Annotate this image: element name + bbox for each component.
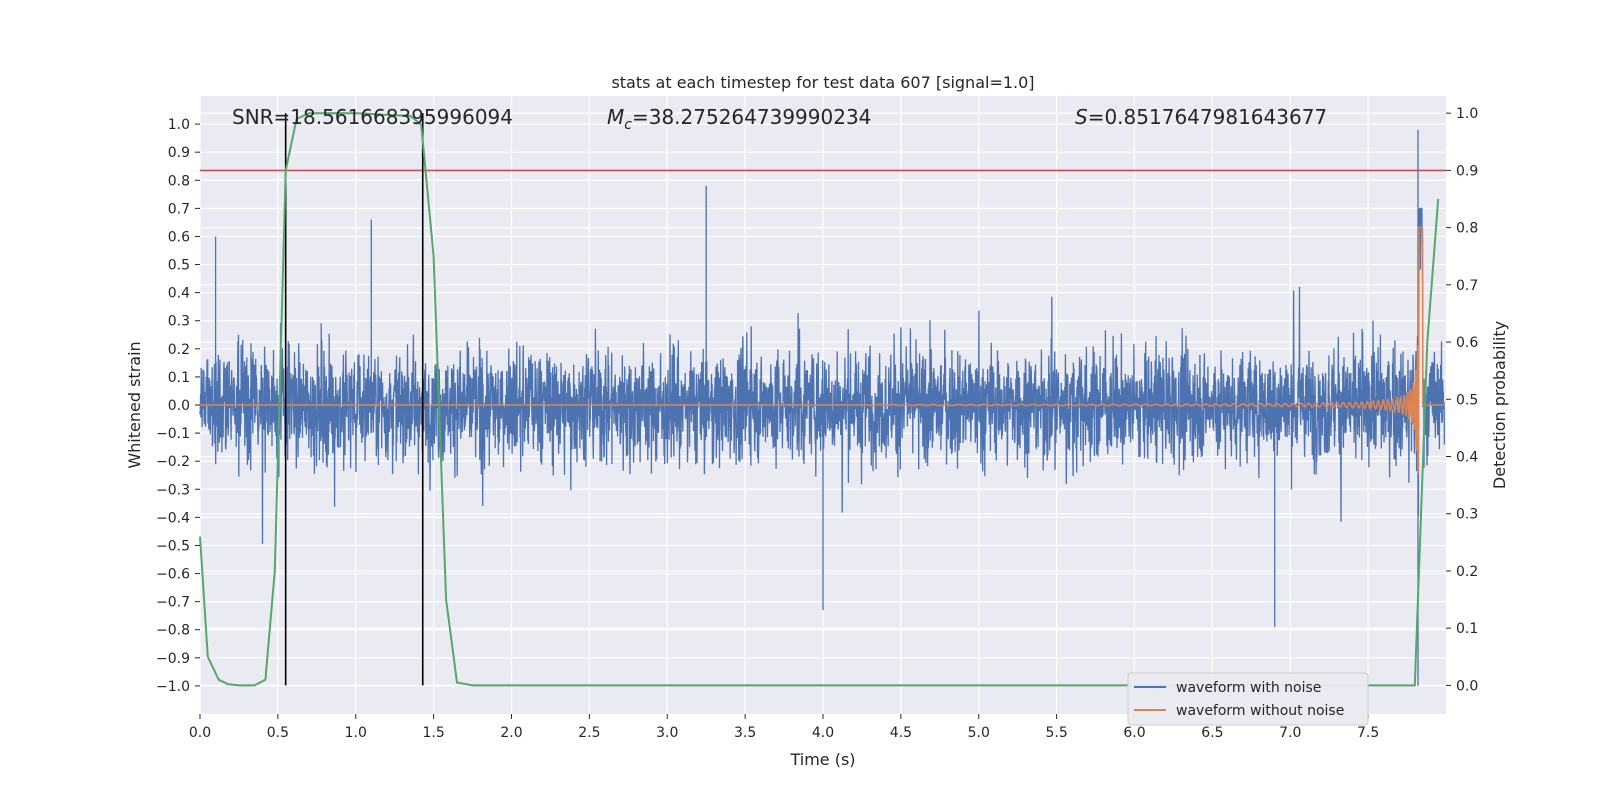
x-tick-label: 5.5	[1045, 725, 1067, 741]
series-waveform-with-noise	[199, 129, 1446, 686]
x-axis-ticks: 0.0 0.5 1.0 1.5 2.0 2.5 3.0 3.5 4.0 4.5 5.0 5.5 6.0 6…	[189, 714, 1379, 741]
x-tick-label: 4.5	[890, 725, 912, 741]
y-left-tick-label: 0.9	[168, 145, 190, 161]
y-right-tick-label: 0.9	[1456, 163, 1478, 179]
series-waveform-without-noise	[200, 226, 1445, 474]
x-tick-label: 2.5	[578, 725, 600, 741]
probability-path	[199, 112, 1440, 687]
y-right-tick-label: 0.5	[1456, 392, 1478, 408]
y-left-tick-label: 0.2	[168, 342, 190, 358]
y-left-tick-label: 1.0	[168, 117, 190, 133]
series-detection-probability	[199, 112, 1440, 687]
legend-label-clean: waveform without noise	[1176, 703, 1344, 719]
y-left-tick-label: −0.8	[156, 623, 190, 639]
clean-waveform-path	[200, 226, 1445, 474]
x-tick-label: 1.5	[422, 725, 444, 741]
y-left-tick-label: 0.0	[168, 398, 190, 414]
x-tick-label: 5.0	[968, 725, 990, 741]
y-left-tick-label: −0.4	[156, 510, 190, 526]
y-left-tick-label: −0.2	[156, 454, 190, 470]
y-left-tick-label: −0.7	[156, 595, 190, 611]
x-tick-label: 6.0	[1123, 725, 1145, 741]
x-tick-label: 3.0	[656, 725, 678, 741]
y-left-tick-label: 0.3	[168, 314, 190, 330]
x-tick-label: 3.5	[734, 725, 756, 741]
y-left-axis-ticks: 1.0 0.9 0.8 0.7 0.6 0.5 0.4 0.3 0.2 0.1 0.0 −0.1 −0.…	[156, 117, 200, 695]
x-tick-label: 1.0	[345, 725, 367, 741]
y-right-axis-label: Detection probability	[1490, 321, 1509, 489]
y-left-tick-label: 0.7	[168, 201, 190, 217]
y-left-tick-label: −0.1	[156, 426, 190, 442]
y-left-tick-label: 0.6	[168, 229, 190, 245]
y-right-tick-label: 0.7	[1456, 278, 1478, 294]
y-left-tick-label: 0.5	[168, 258, 190, 274]
x-axis-label: Time (s)	[789, 750, 855, 769]
x-tick-label: 0.5	[267, 725, 289, 741]
y-left-tick-label: −0.3	[156, 482, 190, 498]
chart-title: stats at each timestep for test data 607…	[611, 73, 1034, 92]
vertical-markers	[284, 113, 424, 686]
y-left-tick-label: −0.5	[156, 538, 190, 554]
y-left-axis-label: Whitened strain	[125, 341, 144, 468]
y-right-tick-label: 1.0	[1456, 106, 1478, 122]
x-tick-label: 7.5	[1357, 725, 1379, 741]
y-right-tick-label: 0.2	[1456, 564, 1478, 580]
x-tick-label: 4.0	[812, 725, 834, 741]
noise-waveform-path	[199, 129, 1446, 686]
y-right-tick-label: 0.3	[1456, 507, 1478, 523]
y-left-tick-label: −0.9	[156, 651, 190, 667]
x-tick-label: 7.0	[1279, 725, 1301, 741]
y-right-tick-label: 0.4	[1456, 450, 1478, 466]
x-tick-label: 0.0	[189, 725, 211, 741]
annotation-mc: Mc=38.275264739990234	[607, 105, 871, 133]
x-tick-label: 2.0	[500, 725, 522, 741]
legend-label-noise: waveform with noise	[1176, 680, 1321, 696]
y-right-tick-label: 0.8	[1456, 221, 1478, 237]
y-left-tick-label: 0.8	[168, 173, 190, 189]
x-tick-label: 6.5	[1201, 725, 1223, 741]
y-right-tick-label: 0.6	[1456, 335, 1478, 351]
legend: waveform with noise waveform without noi…	[1127, 672, 1369, 726]
y-left-tick-label: 0.1	[168, 370, 190, 386]
y-right-tick-label: 0.0	[1456, 678, 1478, 694]
y-left-tick-label: 0.4	[168, 286, 190, 302]
y-right-axis-ticks: 1.0 0.9 0.8 0.7 0.6 0.5 0.4 0.3 0.2 0.1 0.0	[1446, 106, 1478, 694]
annotation-snr: SNR=18.561668395996094	[232, 105, 513, 129]
y-left-tick-label: −0.6	[156, 567, 190, 583]
y-left-tick-label: −1.0	[156, 679, 190, 695]
y-right-tick-label: 0.1	[1456, 621, 1478, 637]
legend-box	[1127, 672, 1369, 726]
annotation-s: S=0.8517647981643677	[1075, 105, 1327, 129]
